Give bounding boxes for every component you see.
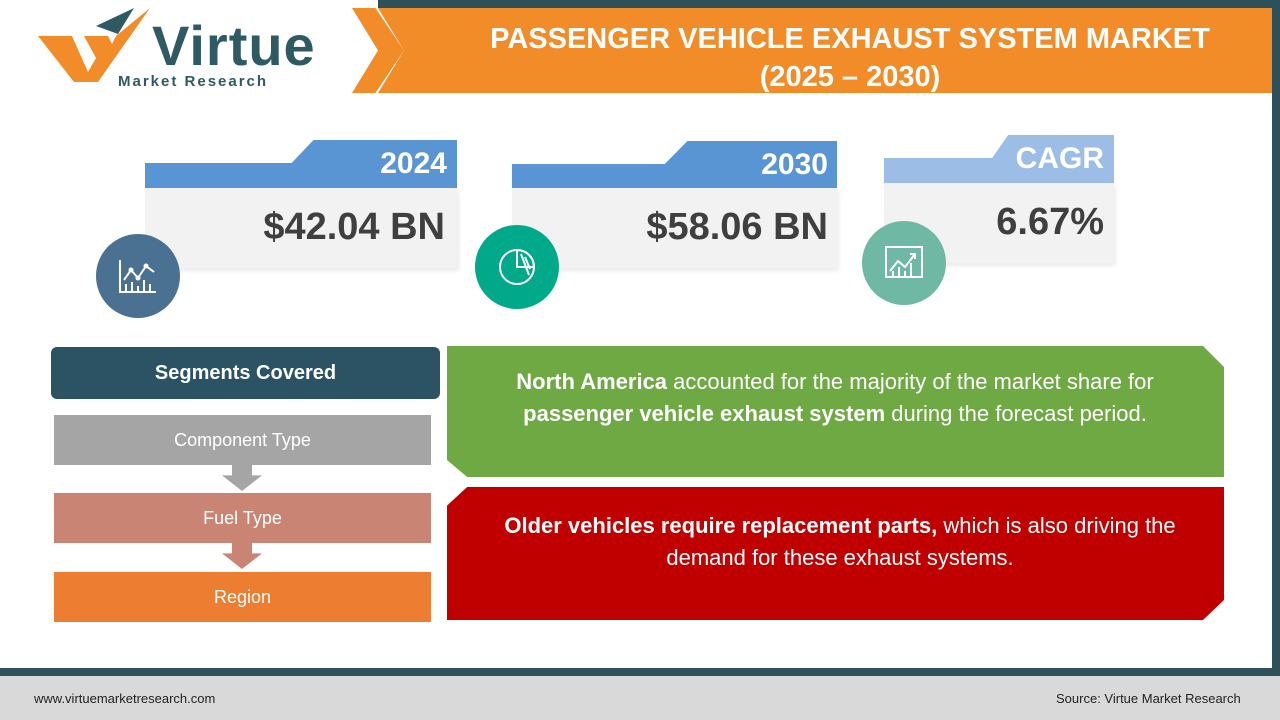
insight-text-part2: during the forecast period. bbox=[885, 401, 1147, 426]
stat-card-2024-label: 2024 bbox=[380, 147, 447, 180]
logo-tagline: Market Research bbox=[118, 73, 269, 90]
insight-text-replacement: Older vehicles require replacement parts… bbox=[490, 510, 1190, 574]
stat-card-cagr-label: CAGR bbox=[1015, 142, 1104, 175]
growth-chart-icon bbox=[862, 221, 946, 305]
segment-arrow-1 bbox=[222, 465, 262, 491]
insight-panel-red bbox=[447, 487, 1224, 620]
page-title: PASSENGER VEHICLE EXHAUST SYSTEM MARKET … bbox=[420, 20, 1280, 96]
stat-card-2024-body bbox=[145, 188, 457, 268]
line-chart-icon bbox=[96, 234, 180, 318]
insight-bold-driver: Older vehicles require replacement parts… bbox=[504, 513, 938, 538]
frame-top-border bbox=[378, 0, 1280, 8]
logo-v-mark bbox=[38, 8, 150, 82]
stat-card-2030-body bbox=[512, 188, 837, 268]
insight-text-driver: which is also driving the demand for the… bbox=[666, 513, 1176, 570]
segment-arrow-2 bbox=[222, 543, 262, 569]
footer-website-link[interactable]: www.virtuemarketresearch.com bbox=[34, 691, 216, 706]
logo-wordmark: Virtue bbox=[152, 14, 316, 77]
footer-divider bbox=[0, 668, 1280, 676]
footer-bar bbox=[0, 676, 1280, 720]
segment-fuel-type: Fuel Type bbox=[54, 493, 431, 543]
footer-source: Source: Virtue Market Research bbox=[1056, 691, 1241, 706]
insight-panel-green bbox=[447, 346, 1224, 477]
title-line-1: PASSENGER VEHICLE EXHAUST SYSTEM MARKET bbox=[490, 23, 1210, 55]
stat-card-2030-label: 2030 bbox=[761, 148, 828, 181]
stat-card-2030-value: $58.06 BN bbox=[646, 206, 828, 248]
insight-bold-market: passenger vehicle exhaust system bbox=[523, 401, 886, 426]
insight-bold-region: North America bbox=[516, 369, 668, 394]
insight-text-part1: accounted for the majority of the market… bbox=[667, 369, 1154, 394]
frame-right-border bbox=[1272, 0, 1280, 680]
insight-text-north-america: North America accounted for the majority… bbox=[490, 366, 1180, 430]
segment-component-type: Component Type bbox=[54, 415, 431, 465]
title-line-2: (2025 – 2030) bbox=[759, 61, 941, 93]
segment-region: Region bbox=[54, 572, 431, 622]
pie-chart-icon bbox=[475, 225, 559, 309]
stat-card-2024-value: $42.04 BN bbox=[263, 206, 445, 248]
header-banner bbox=[378, 8, 1272, 93]
stat-card-cagr-value: 6.67% bbox=[996, 201, 1104, 243]
segments-heading: Segments Covered bbox=[51, 347, 440, 399]
